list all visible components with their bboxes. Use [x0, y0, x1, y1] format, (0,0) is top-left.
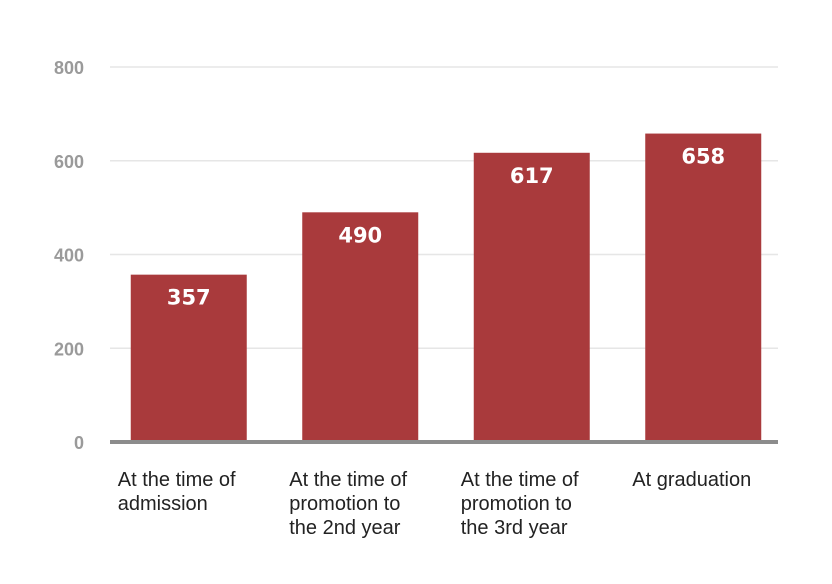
x-tick-label-line: At the time of [118, 469, 236, 491]
x-tick-label-3: At the time of promotion to the 3rd year [461, 469, 579, 539]
bars [130, 133, 762, 442]
bar-4 [645, 133, 762, 442]
x-tick-label-line: promotion to [289, 493, 400, 515]
x-tick-label-line: At the time of [461, 469, 579, 491]
y-axis-tick-labels: 0 200 400 600 800 [54, 58, 84, 453]
x-tick-label-line: admission [118, 493, 208, 515]
y-tick-label-400: 400 [54, 246, 84, 266]
y-tick-label-600: 600 [54, 152, 84, 172]
x-tick-label-2: At the time of promotion to the 2nd year [289, 469, 407, 539]
x-tick-label-line: At the time of [289, 469, 407, 491]
data-label-1: 357 [167, 286, 211, 310]
x-tick-label-line: promotion to [461, 493, 572, 515]
data-labels: 357 490 617 658 [167, 145, 725, 310]
y-tick-label-0: 0 [74, 433, 84, 453]
y-tick-label-800: 800 [54, 58, 84, 78]
x-tick-label-4: At graduation [632, 469, 751, 491]
bar-1 [130, 274, 247, 442]
x-tick-label-line: At graduation [632, 469, 751, 491]
data-label-2: 490 [338, 223, 382, 247]
x-tick-label-line: the 2nd year [289, 517, 401, 539]
y-tick-label-200: 200 [54, 339, 84, 359]
bar-3 [473, 152, 590, 442]
data-label-3: 617 [510, 164, 554, 188]
x-tick-label-line: the 3rd year [461, 517, 568, 539]
x-tick-label-1: At the time of admission [118, 469, 236, 515]
data-label-4: 658 [681, 145, 725, 169]
bar-2 [302, 212, 419, 442]
